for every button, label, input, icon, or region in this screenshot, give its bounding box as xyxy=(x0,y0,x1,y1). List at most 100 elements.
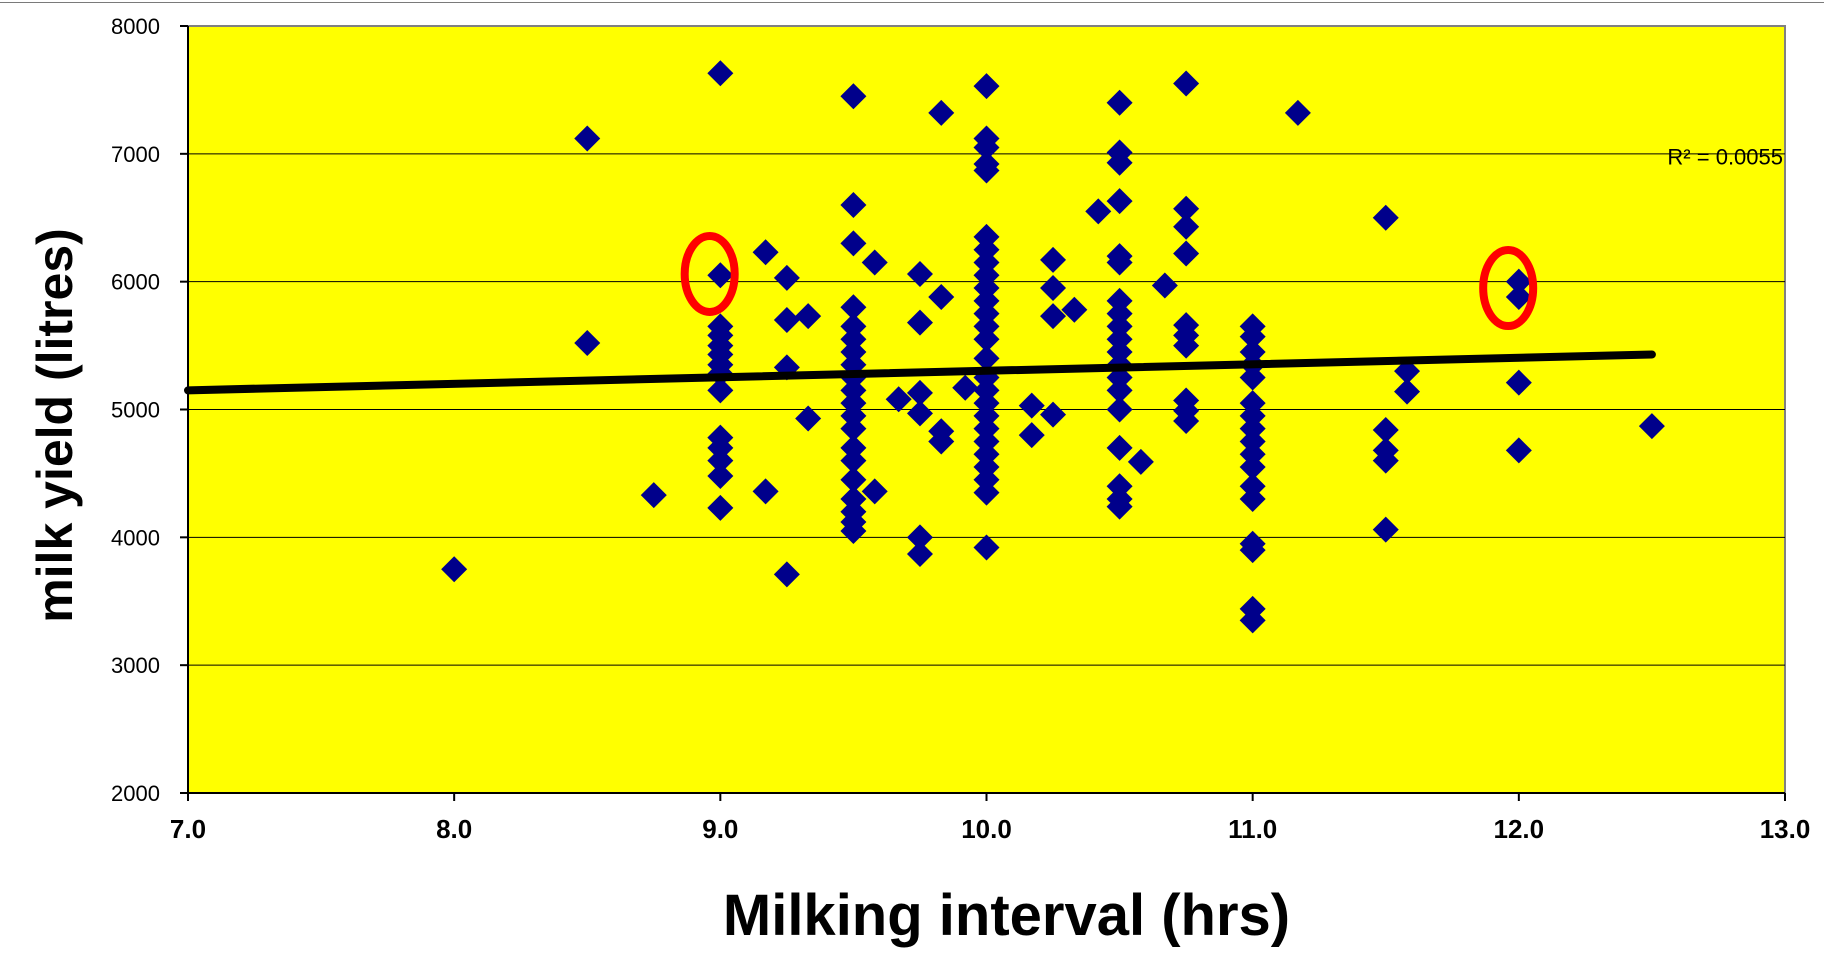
data-point xyxy=(1018,422,1045,449)
trendline xyxy=(184,350,1656,395)
y-tick-labels: 2000 3000 4000 5000 6000 7000 8000 xyxy=(111,14,160,806)
data-point xyxy=(1040,275,1067,302)
data-point xyxy=(1173,332,1200,359)
data-point xyxy=(795,405,822,432)
data-point xyxy=(840,517,867,544)
data-point xyxy=(707,494,734,521)
y-tick-label: 2000 xyxy=(111,781,160,806)
data-point xyxy=(1151,272,1178,299)
data-point xyxy=(973,326,1000,353)
data-point xyxy=(1173,195,1200,222)
x-tick-label: 11.0 xyxy=(1228,814,1277,844)
data-point xyxy=(840,466,867,493)
data-point xyxy=(861,249,888,276)
data-point xyxy=(1173,70,1200,97)
data-point xyxy=(1127,448,1154,475)
highlight-ring xyxy=(680,231,739,316)
data-point xyxy=(773,264,800,291)
r-squared-annotation: R² = 0.0055 xyxy=(1667,145,1783,170)
data-point xyxy=(1372,416,1399,443)
y-tick-label: 7000 xyxy=(111,142,160,167)
data-point xyxy=(707,377,734,404)
data-point xyxy=(1173,240,1200,267)
x-axis-title: Milking interval (hrs) xyxy=(723,883,1290,948)
data-point xyxy=(1040,246,1067,273)
data-point xyxy=(707,462,734,489)
data-point xyxy=(1239,537,1266,564)
x-tick-label: 8.0 xyxy=(436,814,472,844)
x-tick-label: 12.0 xyxy=(1494,814,1545,844)
data-point xyxy=(840,447,867,474)
data-point xyxy=(906,400,933,427)
data-point xyxy=(1106,89,1133,116)
data-point xyxy=(1061,296,1088,323)
data-point xyxy=(1040,303,1067,330)
data-point xyxy=(707,262,734,289)
y-tick-label: 4000 xyxy=(111,525,160,550)
data-point xyxy=(906,540,933,567)
data-point xyxy=(1106,377,1133,404)
data-point xyxy=(752,239,779,266)
data-point xyxy=(795,303,822,330)
data-point xyxy=(1173,408,1200,435)
data-point xyxy=(1106,149,1133,176)
data-point xyxy=(973,345,1000,372)
data-point xyxy=(1505,369,1532,396)
data-point xyxy=(574,125,601,152)
data-point xyxy=(906,309,933,336)
data-point xyxy=(1040,401,1067,428)
data-point xyxy=(1106,188,1133,215)
data-point xyxy=(906,524,933,551)
highlight-ring xyxy=(1479,246,1538,331)
x-tick-label: 9.0 xyxy=(702,814,738,844)
data-point xyxy=(906,260,933,287)
y-tick-label: 5000 xyxy=(111,398,160,423)
y-tick-label: 8000 xyxy=(111,14,160,39)
data-point xyxy=(906,379,933,406)
data-point xyxy=(1106,249,1133,276)
y-axis-title: milk yield (litres) xyxy=(27,228,83,623)
data-point xyxy=(861,478,888,505)
data-point xyxy=(928,428,955,455)
data-point xyxy=(574,330,601,357)
data-point xyxy=(640,482,667,509)
data-point xyxy=(1106,493,1133,520)
data-point xyxy=(973,73,1000,100)
top-rule xyxy=(0,2,1824,3)
data-point xyxy=(1638,413,1665,440)
data-point xyxy=(707,447,734,474)
data-point xyxy=(1372,204,1399,231)
x-tick-label: 10.0 xyxy=(961,814,1012,844)
data-point xyxy=(1085,198,1112,225)
x-tick-labels: 7.0 8.0 9.0 10.0 11.0 12.0 13.0 xyxy=(170,814,1810,844)
data-point xyxy=(1106,434,1133,461)
y-tick-label: 6000 xyxy=(111,270,160,295)
data-point xyxy=(1284,99,1311,126)
data-point xyxy=(973,479,1000,506)
y-tick-label: 3000 xyxy=(111,653,160,678)
data-point xyxy=(1106,396,1133,423)
data-point xyxy=(840,83,867,110)
data-point xyxy=(1173,213,1200,240)
data-point xyxy=(973,534,1000,561)
data-point xyxy=(1505,268,1532,295)
data-point xyxy=(1505,284,1532,311)
data-point xyxy=(973,134,1000,161)
data-point xyxy=(1239,485,1266,512)
data-point xyxy=(1394,378,1421,405)
data-point xyxy=(885,386,912,413)
axes xyxy=(180,25,1786,801)
data-point xyxy=(1239,454,1266,481)
data-point xyxy=(752,478,779,505)
data-point xyxy=(773,307,800,334)
data-point xyxy=(973,157,1000,184)
x-tick-label: 7.0 xyxy=(170,814,206,844)
data-point xyxy=(1018,392,1045,419)
data-point xyxy=(707,60,734,87)
data-point xyxy=(1239,607,1266,634)
data-point xyxy=(840,415,867,442)
data-point xyxy=(773,561,800,588)
data-point xyxy=(840,294,867,321)
data-point xyxy=(928,99,955,126)
data-point xyxy=(1372,516,1399,543)
